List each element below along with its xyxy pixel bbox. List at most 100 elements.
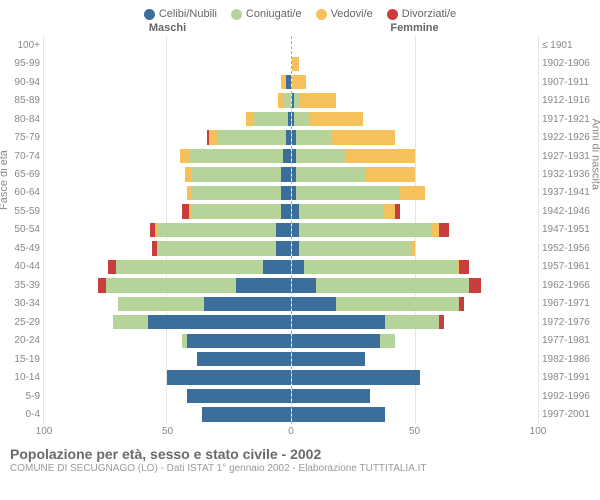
bar-seg-ved	[180, 149, 190, 163]
birth-tick: 1962-1966	[538, 276, 596, 294]
birth-tick: 1927-1931	[538, 147, 596, 165]
bar-row	[44, 128, 291, 146]
bar-seg-con	[299, 241, 412, 255]
legend-swatch	[387, 9, 398, 20]
bar-seg-cel	[292, 352, 366, 366]
bar-row	[44, 332, 291, 350]
bar-seg-cel	[263, 260, 290, 274]
age-tick: 45-49	[4, 239, 44, 257]
chart-subtitle: COMUNE DI SECUGNAGO (LO) - Dati ISTAT 1°…	[10, 463, 596, 474]
birth-tick: 1917-1921	[538, 110, 596, 128]
bar-seg-cel	[288, 112, 290, 126]
bar-seg-div	[182, 204, 189, 218]
bar-seg-ved	[292, 57, 299, 71]
bar-seg-ved	[292, 75, 307, 89]
bar-seg-ved	[246, 112, 253, 126]
legend-item: Celibi/Nubili	[144, 8, 217, 20]
bar-seg-cel	[204, 297, 290, 311]
bar-seg-div	[439, 315, 444, 329]
bar-seg-div	[108, 260, 115, 274]
age-tick: 95-99	[4, 54, 44, 72]
bar-seg-cel	[167, 370, 290, 384]
bar-row	[44, 405, 291, 423]
bar-seg-con	[336, 297, 459, 311]
x-tick: 100	[36, 426, 53, 437]
bar-seg-con	[294, 112, 309, 126]
bar-row	[292, 36, 539, 54]
bar-row	[292, 368, 539, 386]
age-tick: 20-24	[4, 332, 44, 350]
bar-seg-cel	[292, 204, 299, 218]
column-headers: Maschi Femmine	[4, 22, 596, 34]
header-male: Maschi	[44, 22, 291, 34]
age-tick: 25-29	[4, 313, 44, 331]
legend: Celibi/Nubili Coniugati/e Vedovi/e Divorzia…	[4, 8, 596, 20]
legend-swatch	[144, 9, 155, 20]
bar-row	[292, 202, 539, 220]
bar-row	[292, 276, 539, 294]
y-axis-birth: ≤ 19011902-19061907-19111912-19161917-19…	[538, 36, 596, 424]
bar-seg-cel	[292, 370, 420, 384]
bar-row	[44, 221, 291, 239]
bar-row	[44, 295, 291, 313]
age-tick: 35-39	[4, 276, 44, 294]
bar-seg-ved	[383, 204, 395, 218]
x-tick: 100	[530, 426, 547, 437]
bar-seg-con	[296, 130, 331, 144]
age-tick: 0-4	[4, 405, 44, 423]
legend-item: Vedovi/e	[316, 8, 373, 20]
bar-seg-con	[106, 278, 237, 292]
bar-seg-div	[98, 278, 105, 292]
bar-row	[44, 313, 291, 331]
bar-row	[44, 258, 291, 276]
birth-tick: 1992-1996	[538, 387, 596, 405]
bar-seg-cel	[292, 334, 381, 348]
bar-seg-cel	[276, 241, 291, 255]
bar-row	[292, 54, 539, 72]
male-half	[44, 36, 292, 424]
bar-seg-con	[316, 278, 469, 292]
bar-seg-cel	[292, 315, 386, 329]
bar-seg-ved	[299, 93, 336, 107]
bar-seg-con	[304, 260, 457, 274]
bar-seg-ved	[400, 186, 425, 200]
bar-seg-cel	[148, 315, 291, 329]
bar-row	[292, 128, 539, 146]
bar-seg-cel	[202, 407, 291, 421]
bar-seg-con	[296, 149, 345, 163]
bar-seg-cel	[292, 297, 336, 311]
birth-tick: 1987-1991	[538, 368, 596, 386]
bar-row	[292, 147, 539, 165]
bar-row	[292, 405, 539, 423]
birth-tick: 1907-1911	[538, 73, 596, 91]
legend-label: Divorziati/e	[402, 8, 456, 20]
bar-seg-con	[192, 167, 281, 181]
bar-seg-cel	[292, 278, 317, 292]
birth-tick: 1902-1906	[538, 54, 596, 72]
bar-seg-div	[395, 204, 400, 218]
bar-row	[44, 276, 291, 294]
legend-item: Coniugati/e	[231, 8, 302, 20]
bar-seg-cel	[283, 149, 290, 163]
bar-seg-con	[157, 241, 275, 255]
bar-seg-con	[116, 260, 264, 274]
legend-label: Coniugati/e	[246, 8, 302, 20]
birth-tick: 1942-1946	[538, 202, 596, 220]
age-tick: 5-9	[4, 387, 44, 405]
bar-row	[44, 54, 291, 72]
y-title-right: Anni di nascita	[590, 118, 600, 190]
bar-row	[44, 350, 291, 368]
age-tick: 55-59	[4, 202, 44, 220]
bar-seg-ved	[412, 241, 414, 255]
age-tick: 65-69	[4, 165, 44, 183]
age-tick: 90-94	[4, 73, 44, 91]
age-tick: 10-14	[4, 368, 44, 386]
x-tick: 50	[162, 426, 173, 437]
y-title-left: Fasce di età	[0, 150, 10, 210]
age-tick: 60-64	[4, 184, 44, 202]
bar-row	[292, 73, 539, 91]
bar-seg-ved	[309, 112, 363, 126]
bar-row	[44, 368, 291, 386]
bar-seg-cel	[236, 278, 290, 292]
bar-row	[44, 91, 291, 109]
